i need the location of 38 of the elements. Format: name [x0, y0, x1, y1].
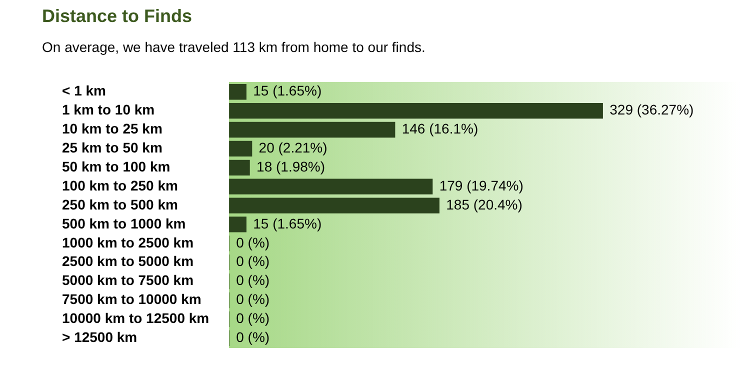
- y-tick-label: 7500 km to 10000 km: [62, 291, 202, 308]
- data-label: 15 (1.65%): [253, 82, 322, 99]
- data-label: 0 (%): [236, 272, 270, 288]
- bar: [229, 160, 250, 176]
- chart-title: Distance to Finds: [42, 6, 192, 27]
- bar: [229, 216, 246, 232]
- y-tick-label: 1 km to 10 km: [62, 102, 155, 118]
- bar: [229, 140, 252, 157]
- data-label: 0 (%): [236, 234, 270, 250]
- y-tick-label: 1000 km to 2500 km: [62, 234, 194, 250]
- data-label: 185 (20.4%): [446, 196, 522, 212]
- y-tick-label: 50 km to 100 km: [62, 158, 170, 174]
- y-tick-label: 10 km to 25 km: [62, 120, 162, 137]
- y-tick-label: 100 km to 250 km: [62, 177, 178, 194]
- bar: [229, 102, 603, 119]
- y-tick-label: < 1 km: [62, 82, 106, 99]
- bar: [229, 178, 433, 194]
- y-tick-label: 25 km to 50 km: [62, 140, 162, 156]
- data-label: 0 (%): [236, 310, 270, 326]
- data-label: 179 (19.74%): [439, 177, 524, 194]
- bar: [229, 122, 396, 138]
- data-label: 18 (1.98%): [256, 158, 326, 174]
- y-tick-label: 2500 km to 5000 km: [62, 253, 194, 270]
- y-tick-label: 5000 km to 7500 km: [62, 272, 194, 288]
- data-label: 20 (2.21%): [258, 140, 328, 156]
- y-tick-label: 10000 km to 12500 km: [62, 310, 210, 326]
- y-tick-label: > 12500 km: [62, 328, 138, 345]
- data-label: 329 (36.27%): [610, 102, 694, 118]
- data-label: 0 (%): [236, 253, 270, 270]
- bar: [229, 84, 246, 100]
- data-label: 0 (%): [236, 291, 270, 308]
- chart-subtitle: On average, we have traveled 113 km from home to our finds.: [42, 39, 426, 55]
- y-tick-label: 500 km to 1000 km: [62, 215, 186, 232]
- data-label: 146 (16.1%): [402, 120, 478, 137]
- data-label: 15 (1.65%): [253, 215, 322, 232]
- y-tick-label: 250 km to 500 km: [62, 196, 178, 212]
- data-label: 0 (%): [236, 328, 270, 345]
- bar: [229, 198, 440, 214]
